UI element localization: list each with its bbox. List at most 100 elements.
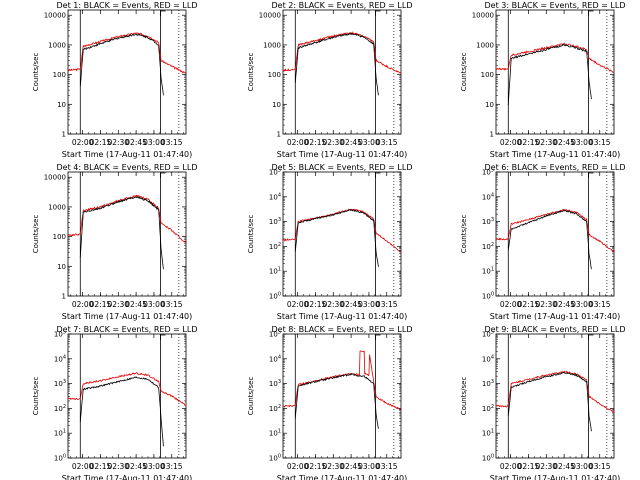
y-axis-label: Counts/sec [460,215,468,254]
y-tick-label: 105 [269,168,281,177]
y-tick-label: 101 [269,429,281,438]
y-tick-label: 1000 [48,203,66,211]
x-tick-label: 02:00 [500,138,522,147]
y-tick-label: 104 [482,192,494,201]
y-axis-label: Counts/sec [247,53,255,92]
panel-det-5: Det 5: BLACK = Events, RED = LLD Counts/s… [247,163,412,321]
y-tick-label: 10000 [472,12,494,20]
y-tick-label: 100 [53,233,66,241]
plot-frame [495,9,615,135]
end-marker-flag [160,334,166,340]
series-line-lld [282,31,402,74]
x-tick-label: 02:30 [107,300,129,309]
x-tick-label: 03:00 [358,138,380,147]
y-tick-label: 102 [482,242,494,251]
panel-det-7: Det 7: BLACK = Events, RED = LLD Counts/s… [32,325,197,480]
x-tick-label: 03:15 [376,462,398,471]
x-tick-label: 02:15 [518,138,540,147]
y-tick-label: 105 [482,330,494,339]
x-tick-label: 02:00 [500,462,522,471]
y-tick-label: 104 [269,354,281,363]
x-tick-label: 03:00 [143,138,165,147]
y-tick-label: 103 [54,379,66,388]
y-tick-label: 100 [481,71,494,79]
series-line-events [79,33,164,96]
x-tick-label: 02:45 [553,300,575,309]
x-tick-label: 02:15 [90,462,112,471]
y-tick-label: 101 [482,429,494,438]
x-tick-label: 03:00 [143,462,165,471]
plot-title: Det 5: BLACK = Events, RED = LLD [272,163,413,172]
x-axis-label: Start Time (17-Aug-11 01:47:40) [277,474,408,480]
plot-title: Det 4: BLACK = Events, RED = LLD [57,163,198,172]
series-line-events [294,208,379,267]
series-line-events [79,376,164,447]
x-axis-label: Start Time (17-Aug-11 01:47:40) [490,150,621,159]
y-tick-label: 10 [57,101,66,109]
plot-frame [67,9,187,135]
series-line-events [294,32,379,96]
plot-frame [67,171,187,297]
y-tick-label: 1 [62,293,66,301]
x-tick-label: 02:45 [553,462,575,471]
x-tick-label: 02:30 [535,300,557,309]
plot-frame [282,333,402,459]
end-marker-flag [160,10,166,16]
x-tick-label: 03:00 [571,462,593,471]
x-tick-label: 03:00 [571,138,593,147]
end-marker-flag [375,334,381,340]
x-tick-label: 03:15 [161,300,183,309]
plot-title: Det 1: BLACK = Events, RED = LLD [57,1,198,10]
x-axis-label: Start Time (17-Aug-11 01:47:40) [490,312,621,321]
y-tick-label: 102 [54,404,66,413]
y-axis-label: Counts/sec [460,377,468,416]
y-tick-label: 105 [482,168,494,177]
plot-frame [495,171,615,297]
x-tick-label: 03:00 [571,300,593,309]
end-marker-flag [160,172,166,178]
y-tick-label: 1 [490,131,494,139]
plot-frame [67,333,187,459]
x-axis-label: Start Time (17-Aug-11 01:47:40) [277,150,408,159]
series-line-lld [282,350,402,410]
x-tick-label: 02:30 [107,138,129,147]
x-tick-label: 02:45 [340,300,362,309]
x-tick-label: 02:30 [535,138,557,147]
series-line-lld [67,194,187,244]
x-axis-label: Start Time (17-Aug-11 01:47:40) [62,474,193,480]
y-tick-label: 10000 [44,12,66,20]
x-tick-label: 02:15 [305,300,327,309]
x-tick-label: 02:30 [535,462,557,471]
series-line-lld [495,208,615,253]
x-tick-label: 02:15 [518,300,540,309]
y-tick-label: 102 [482,404,494,413]
end-marker-flag [375,10,381,16]
x-axis-label: Start Time (17-Aug-11 01:47:40) [490,474,621,480]
series-line-lld [495,42,615,73]
x-tick-label: 02:00 [72,300,94,309]
x-tick-label: 02:00 [287,300,309,309]
y-tick-label: 100 [269,454,281,463]
y-axis-label: Counts/sec [247,377,255,416]
series-line-lld [67,32,187,74]
x-tick-label: 02:00 [500,300,522,309]
y-tick-label: 105 [54,330,66,339]
series-line-lld [67,372,187,406]
y-tick-label: 10 [57,263,66,271]
x-tick-label: 03:15 [376,138,398,147]
x-tick-label: 03:15 [376,300,398,309]
x-tick-label: 02:30 [322,300,344,309]
y-axis-label: Counts/sec [247,215,255,254]
panel-det-4: Det 4: BLACK = Events, RED = LLD Counts/s… [32,163,197,321]
end-marker-flag [588,172,594,178]
y-tick-label: 1000 [263,41,281,49]
panel-det-2: Det 2: BLACK = Events, RED = LLD Counts/s… [247,1,412,159]
panel-det-6: Det 6: BLACK = Events, RED = LLD Counts/s… [460,163,625,321]
x-tick-label: 02:30 [107,462,129,471]
x-tick-label: 03:00 [358,462,380,471]
x-tick-label: 02:00 [287,138,309,147]
y-tick-label: 101 [54,429,66,438]
y-axis-label: Counts/sec [32,377,40,416]
y-tick-label: 1 [277,131,281,139]
y-tick-label: 103 [269,217,281,226]
